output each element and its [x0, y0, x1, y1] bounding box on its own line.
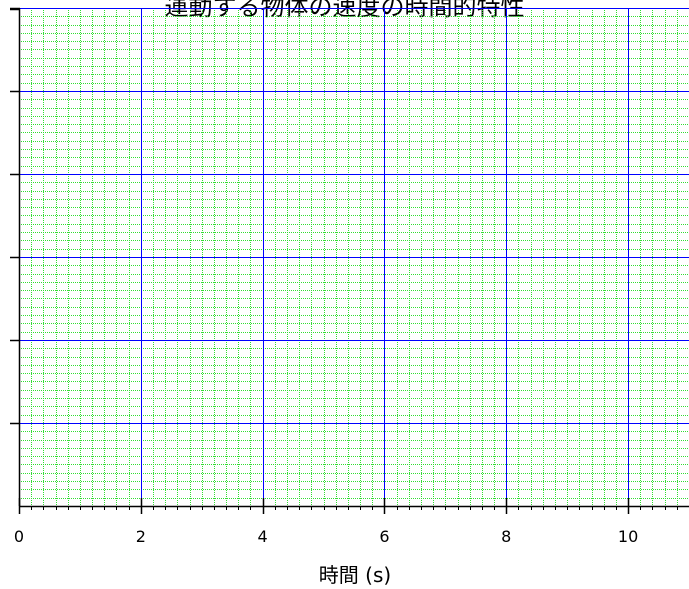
ticks — [10, 7, 678, 514]
x-axis-label: 時間 (s) — [319, 563, 391, 587]
x-tick-label: 0 — [14, 527, 24, 546]
chart-title: 運動する物体の速度の時間的特性 — [164, 0, 525, 21]
x-tick-label: 2 — [136, 527, 146, 546]
x-tick-label: 6 — [379, 527, 389, 546]
major-grid — [19, 8, 689, 506]
x-tick-label: 10 — [618, 527, 638, 546]
x-tick-label: 4 — [258, 527, 268, 546]
x-tick-labels: 0 2 4 6 8 10 — [14, 527, 638, 546]
x-tick-label: 8 — [501, 527, 511, 546]
